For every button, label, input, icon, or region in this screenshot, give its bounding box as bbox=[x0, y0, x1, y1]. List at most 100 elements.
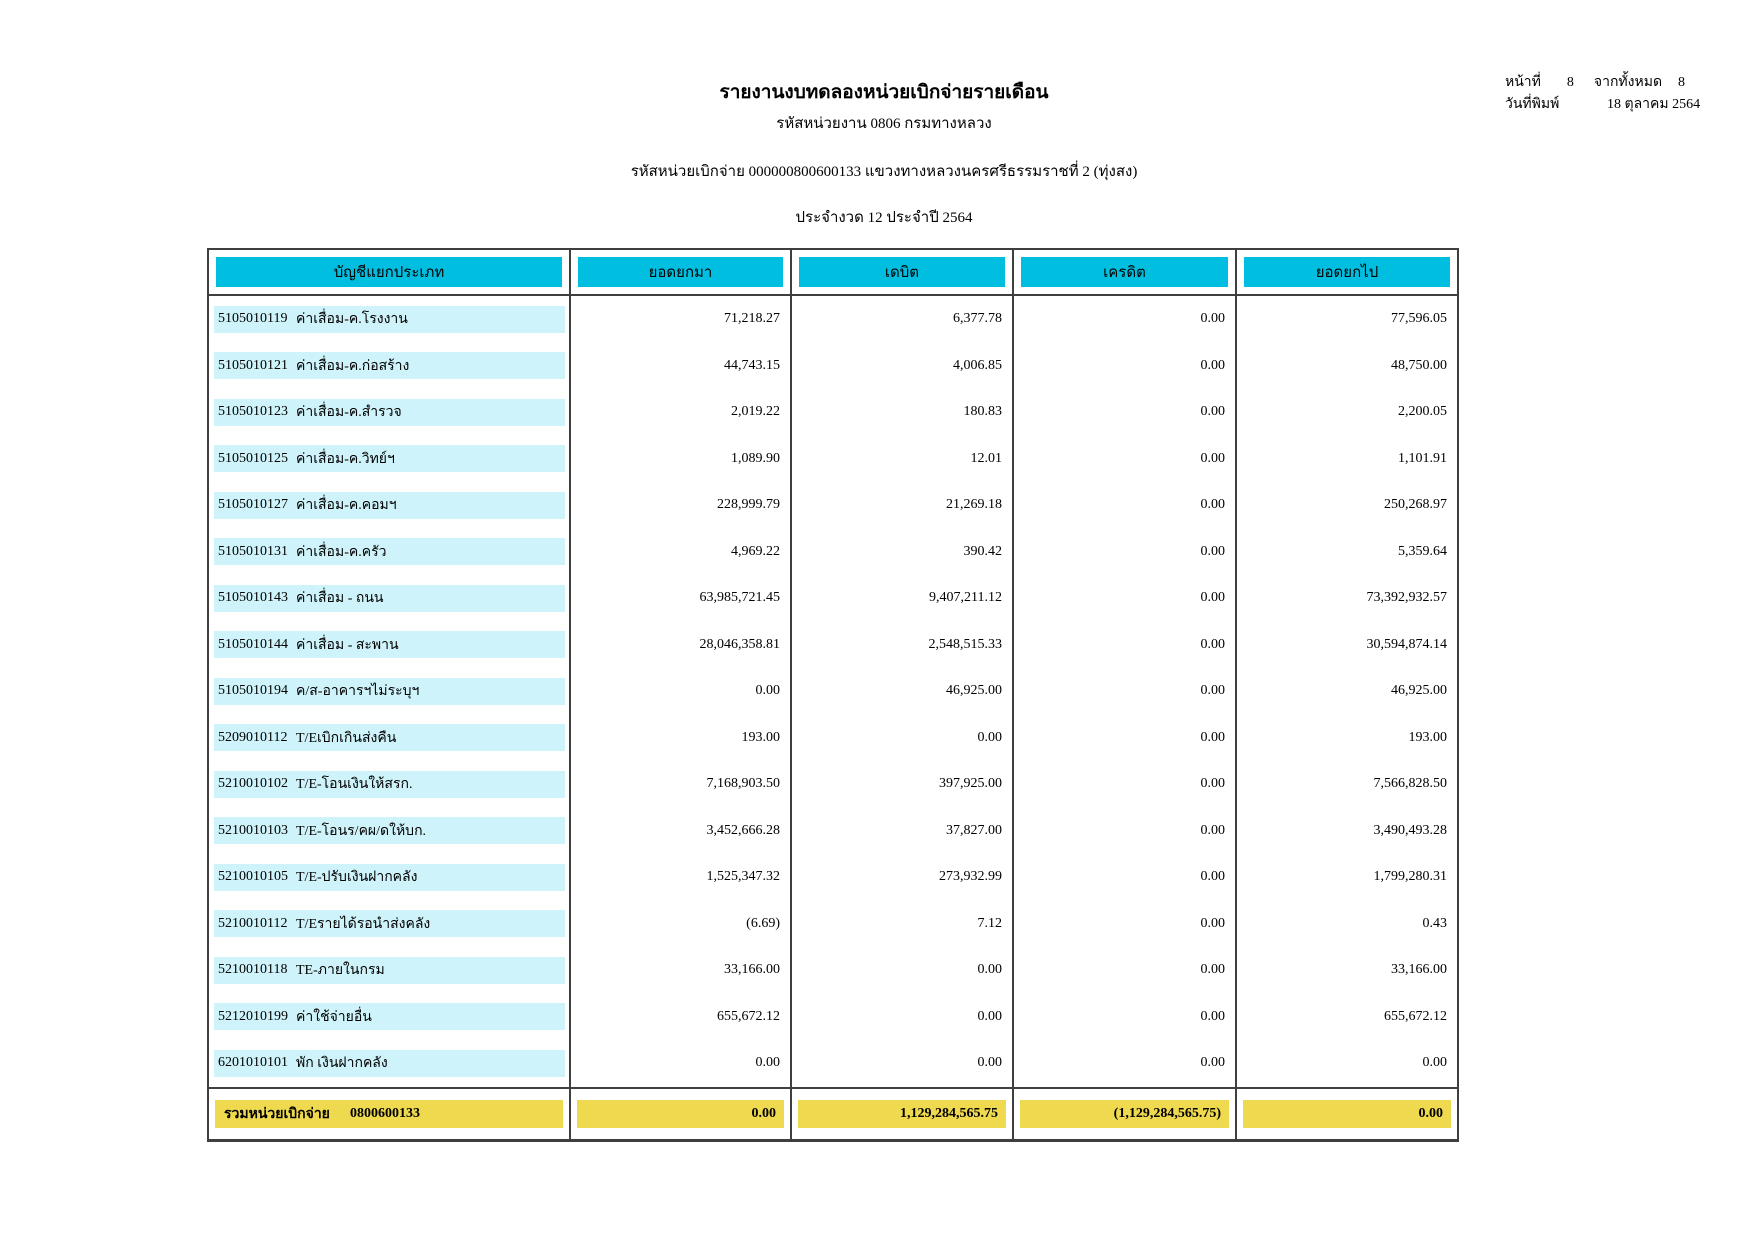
account-band: 5210010102 T/E-โอนเงินให้สรก. bbox=[214, 770, 565, 798]
debit-cell: 7.12 bbox=[792, 900, 1014, 947]
table-row: 5105010194 ค/ส-อาคารฯไม่ระบุฯ 0.00 46,92… bbox=[209, 668, 1457, 715]
balance-forward-cell: 0.00 bbox=[571, 1040, 792, 1087]
table-row: 5105010121 ค่าเสื่อม-ค.ก่อสร้าง 44,743.1… bbox=[209, 342, 1457, 389]
credit-cell: 0.00 bbox=[1014, 621, 1237, 668]
debit-cell: 397,925.00 bbox=[792, 761, 1014, 808]
debit-cell: 273,932.99 bbox=[792, 854, 1014, 901]
debit-cell: 0.00 bbox=[792, 993, 1014, 1040]
credit-value: 0.00 bbox=[1200, 543, 1226, 559]
account-band: 5210010118 TE-ภายในกรม bbox=[214, 956, 565, 984]
total-balance-forward: 0.00 bbox=[577, 1099, 784, 1128]
account-code: 5210010102 bbox=[218, 776, 288, 792]
debit-cell: 46,925.00 bbox=[792, 668, 1014, 715]
credit-cell: 0.00 bbox=[1014, 993, 1237, 1040]
balance-carried-value: 3,490,493.28 bbox=[1373, 822, 1448, 838]
balance-forward-cell: 193.00 bbox=[571, 714, 792, 761]
debit-value: 0.00 bbox=[977, 962, 1003, 978]
table-row: 5210010103 T/E-โอนร/คผ/ดให้บก. 3,452,666… bbox=[209, 807, 1457, 855]
account-code: 5105010121 bbox=[218, 357, 288, 373]
credit-value: 0.00 bbox=[1200, 1008, 1226, 1024]
credit-cell: 0.00 bbox=[1014, 854, 1237, 901]
credit-cell: 0.00 bbox=[1014, 947, 1237, 994]
balance-forward-value: 33,166.00 bbox=[724, 962, 780, 978]
total-row: รวมหน่วยเบิกจ่าย 0800600133 0.00 1,129,2… bbox=[209, 1086, 1457, 1139]
credit-cell: 0.00 bbox=[1014, 482, 1237, 529]
credit-value: 0.00 bbox=[1200, 450, 1226, 466]
account-name: ค่าเสื่อม-ค.โรงงาน bbox=[296, 312, 408, 328]
table-row: 5210010102 T/E-โอนเงินให้สรก. 7,168,903.… bbox=[209, 761, 1457, 808]
balance-forward-cell: 44,743.15 bbox=[571, 342, 792, 389]
balance-carried-cell: 77,596.05 bbox=[1237, 296, 1457, 343]
balance-carried-cell: 655,672.12 bbox=[1237, 994, 1457, 1041]
debit-cell: 12.01 bbox=[792, 435, 1014, 482]
balance-carried-cell: 193.00 bbox=[1237, 715, 1457, 762]
debit-value: 4,006.85 bbox=[953, 357, 1002, 373]
debit-value: 12.01 bbox=[970, 450, 1003, 466]
account-name: ค/ส-อาคารฯไม่ระบุฯ bbox=[296, 684, 420, 700]
balance-carried-cell: 3,490,493.28 bbox=[1237, 808, 1457, 855]
account-name: ค่าเสื่อม-ค.ก่อสร้าง bbox=[296, 358, 410, 374]
balance-carried-value: 33,166.00 bbox=[1391, 962, 1447, 978]
credit-cell: 0.00 bbox=[1014, 668, 1237, 715]
credit-cell: 0.00 bbox=[1014, 1040, 1237, 1087]
account-code: 5105010119 bbox=[218, 311, 288, 327]
account-code: 5105010144 bbox=[218, 636, 288, 652]
credit-cell: 0.00 bbox=[1014, 900, 1237, 947]
account-name: ค่าใช้จ่ายอื่น bbox=[296, 1009, 372, 1025]
trial-balance-table: บัญชีแยกประเภท ยอดยกมา เดบิต เครดิต ยอดย… bbox=[207, 248, 1459, 1142]
account-code: 5210010103 bbox=[218, 822, 288, 838]
credit-value: 0.00 bbox=[1200, 636, 1226, 652]
credit-value: 0.00 bbox=[1200, 590, 1226, 606]
account-code: 5210010112 bbox=[218, 915, 288, 931]
balance-carried-value: 48,750.00 bbox=[1391, 357, 1447, 373]
account-band: 5105010127 ค่าเสื่อม-ค.คอมฯ bbox=[214, 491, 565, 519]
balance-forward-value: 1,525,347.32 bbox=[706, 869, 781, 885]
page-number-label: หน้าที่ bbox=[1505, 75, 1541, 90]
total-label: รวมหน่วยเบิกจ่าย bbox=[224, 1106, 330, 1122]
account-band: 5212010199 ค่าใช้จ่ายอื่น bbox=[214, 1003, 565, 1031]
debit-value: 2,548,515.33 bbox=[928, 636, 1003, 652]
credit-value: 0.00 bbox=[1200, 404, 1226, 420]
debit-value: 0.00 bbox=[977, 1055, 1003, 1071]
debit-value: 180.83 bbox=[963, 404, 1003, 420]
balance-forward-value: 7,168,903.50 bbox=[706, 776, 781, 792]
credit-cell: 0.00 bbox=[1014, 435, 1237, 482]
credit-cell: 0.00 bbox=[1014, 714, 1237, 761]
account-name: T/Eเบิกเกินส่งคืน bbox=[296, 730, 397, 746]
balance-carried-cell: 2,200.05 bbox=[1237, 389, 1457, 436]
print-date: 18 ตุลาคม 2564 bbox=[1607, 97, 1701, 112]
debit-value: 9,407,211.12 bbox=[929, 590, 1002, 606]
total-debit: 1,129,284,565.75 bbox=[798, 1099, 1006, 1128]
credit-cell: 0.00 bbox=[1014, 575, 1237, 622]
debit-cell: 0.00 bbox=[792, 947, 1014, 994]
balance-forward-cell: 655,672.12 bbox=[571, 993, 792, 1040]
balance-forward-cell: 1,089.90 bbox=[571, 435, 792, 482]
balance-carried-value: 0.00 bbox=[1422, 1055, 1448, 1071]
balance-carried-cell: 46,925.00 bbox=[1237, 668, 1457, 715]
balance-forward-cell: 71,218.27 bbox=[571, 296, 792, 343]
debit-cell: 37,827.00 bbox=[792, 807, 1014, 854]
debit-value: 0.00 bbox=[977, 729, 1003, 745]
balance-forward-cell: 33,166.00 bbox=[571, 947, 792, 994]
account-code: 5105010194 bbox=[218, 683, 288, 699]
balance-forward-cell: (6.69) bbox=[571, 900, 792, 947]
account-band: 5105010121 ค่าเสื่อม-ค.ก่อสร้าง bbox=[214, 352, 565, 380]
credit-value: 0.00 bbox=[1200, 869, 1226, 885]
balance-carried-cell: 1,101.91 bbox=[1237, 436, 1457, 483]
account-band: 5105010131 ค่าเสื่อม-ค.ครัว bbox=[214, 538, 565, 566]
account-name: T/E-โอนร/คผ/ดให้บก. bbox=[296, 823, 427, 839]
balance-forward-cell: 4,969.22 bbox=[571, 528, 792, 575]
account-name: พัก เงินฝากคลัง bbox=[296, 1056, 388, 1072]
table-row: 5105010127 ค่าเสื่อม-ค.คอมฯ 228,999.79 2… bbox=[209, 482, 1457, 529]
balance-forward-value: (6.69) bbox=[746, 915, 780, 931]
balance-forward-value: 4,969.22 bbox=[731, 543, 780, 559]
balance-forward-value: 655,672.12 bbox=[717, 1008, 780, 1024]
account-code: 5105010131 bbox=[218, 543, 288, 559]
table-row: 5105010123 ค่าเสื่อม-ค.สำรวจ 2,019.22 18… bbox=[209, 389, 1457, 436]
balance-forward-cell: 3,452,666.28 bbox=[571, 807, 792, 854]
balance-forward-value: 63,985,721.45 bbox=[699, 590, 781, 606]
credit-cell: 0.00 bbox=[1014, 389, 1237, 436]
total-unit-code: 0800600133 bbox=[350, 1105, 420, 1121]
debit-value: 21,269.18 bbox=[946, 497, 1002, 513]
account-code: 5212010199 bbox=[218, 1008, 288, 1024]
